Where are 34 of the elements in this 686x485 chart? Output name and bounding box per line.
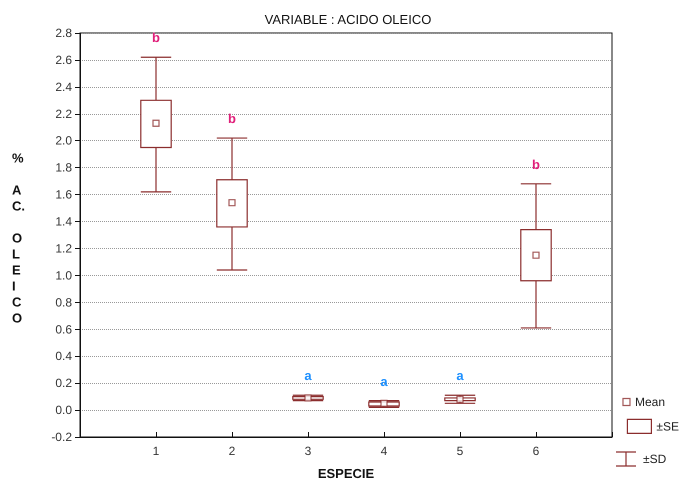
annotation: b: [151, 30, 161, 46]
annotation: a: [303, 368, 313, 384]
annotation: a: [455, 368, 465, 384]
y-tick-label: 2.6: [55, 52, 72, 67]
y-tick-label: 1.4: [55, 214, 72, 229]
y-tick-label: 0.8: [55, 295, 72, 310]
y-tick-label: 2.4: [55, 80, 72, 94]
x-tick-label: 1: [152, 444, 160, 458]
y-tick-label: 2.8: [55, 26, 72, 40]
annotation: b: [531, 156, 541, 172]
x-tick-label: 4: [380, 444, 388, 458]
x-tick-label: 5: [456, 444, 464, 458]
chart-title: VARIABLE : ACIDO OLEICO: [264, 12, 432, 27]
y-tick-label: 2.2: [55, 106, 72, 121]
y-tick-label: 1.2: [55, 241, 72, 256]
x-tick-label: 2: [228, 444, 236, 458]
text: ±SD: [643, 452, 666, 466]
x-axis-title: ESPECIE: [318, 466, 375, 481]
annotation: a: [379, 374, 389, 389]
y-tick-label: 2.0: [55, 134, 72, 148]
y-tick-label: 1.6: [55, 188, 72, 202]
y-tick-label: 0.4: [55, 349, 72, 364]
x-tick-label: 6: [532, 444, 540, 458]
annotation: b: [227, 111, 237, 126]
text: % AC. OLEICO: [12, 150, 25, 326]
y-tick-label: 1.0: [55, 268, 72, 282]
y-tick-label: 1.8: [55, 160, 72, 175]
y-tick-label: 0.0: [55, 403, 72, 418]
y-tick-label: 0.2: [55, 376, 72, 390]
legend-label: ±SE: [656, 419, 679, 434]
y-tick-label: 0.6: [55, 322, 72, 336]
x-tick-label: 3: [304, 444, 312, 458]
legend-label: Mean: [634, 395, 666, 409]
y-tick-label: -0.2: [51, 430, 72, 444]
